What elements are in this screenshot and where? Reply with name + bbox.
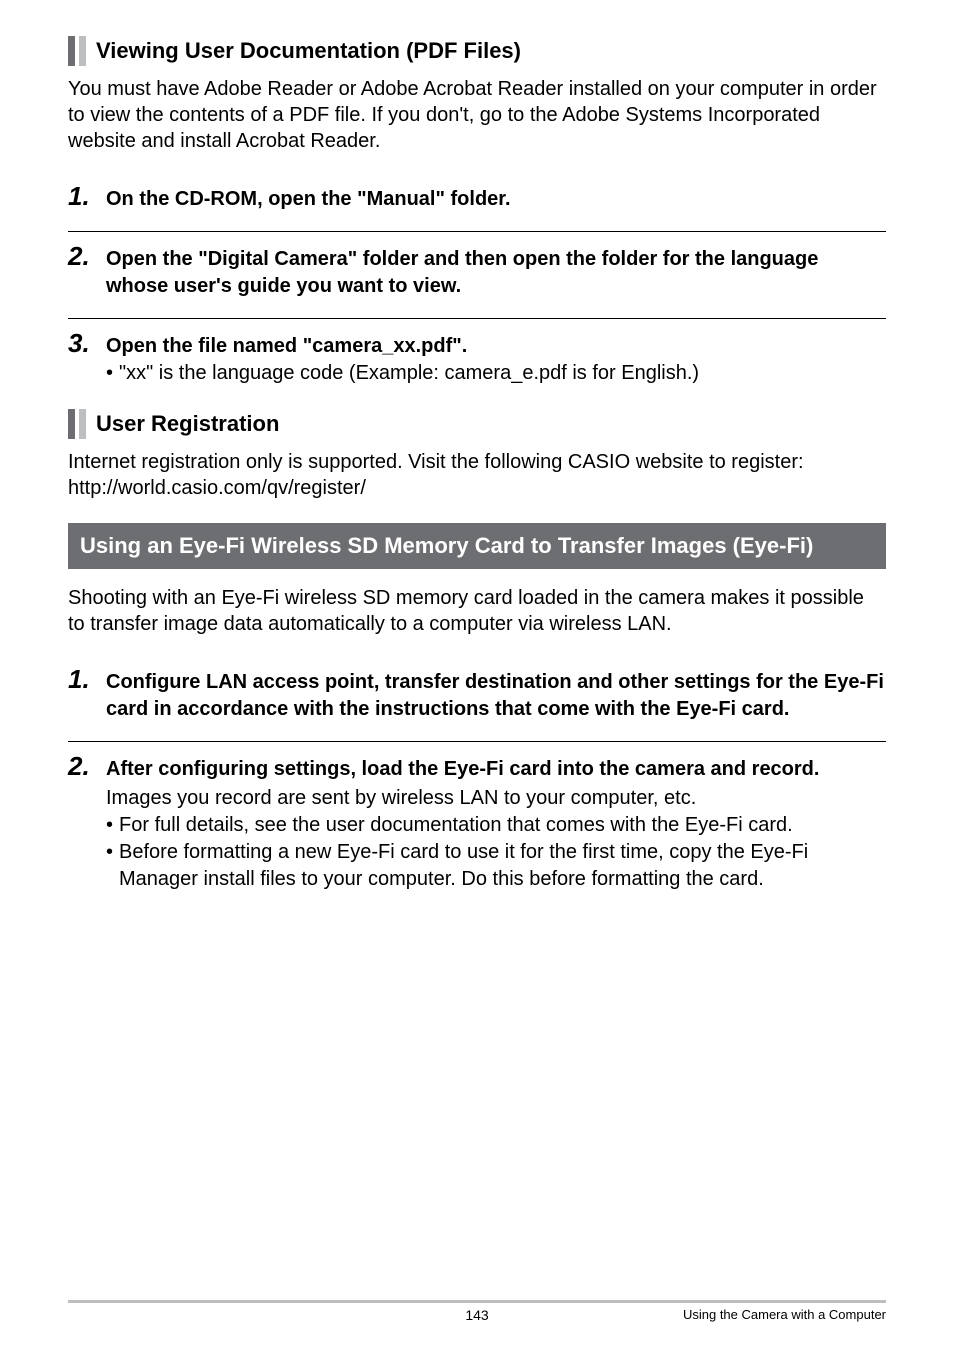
step-number: 1. — [68, 665, 96, 694]
viewing-intro: You must have Adobe Reader or Adobe Acro… — [68, 76, 886, 154]
step-number: 3. — [68, 329, 96, 358]
step-text: Open the "Digital Camera" folder and the… — [106, 242, 886, 300]
bullet-dot: • — [106, 360, 113, 387]
heading-title: Viewing User Documentation (PDF Files) — [96, 36, 521, 66]
userreg-body: Internet registration only is supported.… — [68, 449, 886, 501]
major-heading-eyefi: Using an Eye-Fi Wireless SD Memory Card … — [68, 523, 886, 569]
step-number: 2. — [68, 242, 96, 271]
bullet-dot: • — [106, 839, 113, 893]
step-bullet: • For full details, see the user documen… — [106, 812, 886, 839]
step-text: Configure LAN access point, transfer des… — [106, 665, 886, 723]
page-number: 143 — [465, 1307, 488, 1323]
bullet-text: For full details, see the user documenta… — [119, 812, 793, 839]
heading-bar-light — [79, 36, 86, 66]
viewing-step-3: 3. Open the file named "camera_xx.pdf". … — [68, 319, 886, 387]
bullet-text: Before formatting a new Eye-Fi card to u… — [119, 839, 886, 893]
eyefi-step-1: 1. Configure LAN access point, transfer … — [68, 655, 886, 723]
step-bullet: • Before formatting a new Eye-Fi card to… — [106, 839, 886, 893]
heading-bar-dark — [68, 409, 75, 439]
eyefi-step-2: 2. After configuring settings, load the … — [68, 742, 886, 893]
step-number: 2. — [68, 752, 96, 781]
heading-bar-light — [79, 409, 86, 439]
step-text: After configuring settings, load the Eye… — [106, 752, 819, 783]
heading-title: User Registration — [96, 409, 279, 439]
viewing-step-2: 2. Open the "Digital Camera" folder and … — [68, 232, 886, 300]
bullet-dot: • — [106, 812, 113, 839]
section-heading-viewing: Viewing User Documentation (PDF Files) — [68, 36, 886, 66]
viewing-step-1: 1. On the CD-ROM, open the "Manual" fold… — [68, 172, 886, 213]
step-bullet: • "xx" is the language code (Example: ca… — [106, 360, 886, 387]
step-sub: Images you record are sent by wireless L… — [106, 783, 886, 812]
step-text: Open the file named "camera_xx.pdf". — [106, 329, 467, 360]
footer-label: Using the Camera with a Computer — [683, 1307, 886, 1322]
step-text: On the CD-ROM, open the "Manual" folder. — [106, 182, 511, 213]
heading-bar-dark — [68, 36, 75, 66]
page-footer: 143 Using the Camera with a Computer — [68, 1300, 886, 1323]
eyefi-intro: Shooting with an Eye-Fi wireless SD memo… — [68, 585, 886, 637]
step-number: 1. — [68, 182, 96, 211]
section-heading-userreg: User Registration — [68, 409, 886, 439]
bullet-text: "xx" is the language code (Example: came… — [119, 360, 699, 387]
